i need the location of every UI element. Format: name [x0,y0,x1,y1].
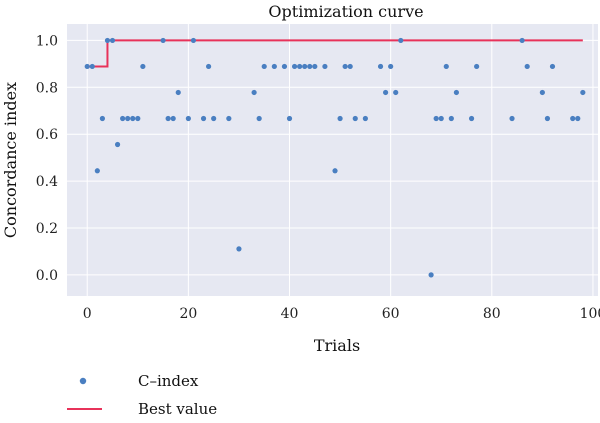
c-index-point [226,115,232,122]
c-index-point [549,63,556,70]
c-index-point [575,115,581,122]
c-index-point [200,115,207,122]
c-index-point [443,63,449,70]
c-index-point [302,63,308,70]
legend: C–index Best value [67,372,217,418]
c-index-point [190,37,197,44]
c-index-point [286,115,293,122]
c-index-point [453,89,459,96]
c-index-point [393,89,399,96]
c-index-point [337,115,343,122]
x-tick-labels: 0 20 40 60 80 100 [83,306,600,322]
c-index-point [271,63,277,70]
c-index-point [125,115,131,122]
y-tick-labels: 0.0 0.2 0.4 0.6 0.8 1.0 [36,33,58,283]
c-index-point [580,89,586,96]
c-index-point [307,63,313,70]
c-index-point [377,63,384,70]
c-index-point [519,37,525,44]
c-index-point [433,115,439,122]
c-index-point [120,115,126,122]
x-tick-label: 0 [83,306,92,322]
c-index-point [99,115,105,122]
y-tick-label: 0.4 [36,174,58,190]
y-tick-label: 1.0 [36,33,58,49]
c-index-point [362,115,368,122]
c-index-point [312,63,318,70]
c-index-point [130,115,136,122]
c-index-point [291,63,298,70]
c-index-point [84,63,90,70]
c-index-point [388,63,394,70]
c-index-point [211,115,217,122]
x-tick-label: 80 [483,306,501,322]
c-index-point [474,63,480,70]
c-index-point [114,141,121,148]
c-index-point [468,115,475,122]
c-index-point [104,37,111,44]
c-index-point [448,115,454,122]
c-index-point [185,115,191,122]
y-tick-label: 0.2 [36,221,58,237]
x-axis-label: Trials [314,336,360,355]
c-index-point [281,63,288,70]
c-index-point [383,89,389,96]
c-index-point [135,115,141,122]
plot-area [67,24,598,296]
c-index-point [347,63,353,70]
c-index-point [251,89,257,96]
c-index-point [94,168,100,174]
c-index-point [89,63,95,70]
c-index-point [160,37,166,44]
c-index-point [175,89,181,96]
c-index-point [428,272,434,278]
y-tick-label: 0.6 [36,127,58,143]
c-index-point [261,63,267,70]
y-tick-label: 0.0 [36,268,58,284]
c-index-point [236,246,242,252]
legend-label-best-value: Best value [138,400,217,418]
c-index-point [438,115,444,122]
c-index-point [544,115,551,122]
c-index-points [84,37,586,278]
y-axis-label: Concordance index [1,82,20,238]
c-index-point [524,63,530,70]
c-index-point [206,63,212,70]
legend-label-c-index: C–index [138,372,199,390]
x-tick-label: 40 [281,306,299,322]
c-index-point [342,63,348,70]
legend-marker-c-index [79,377,87,385]
c-index-point [398,37,404,44]
c-index-point [297,63,303,70]
c-index-point [109,37,116,44]
x-tick-label: 100 [580,306,600,322]
c-index-point [165,115,171,122]
c-index-point [570,115,576,122]
x-tick-label: 20 [179,306,197,322]
c-index-point [332,168,338,174]
c-index-point [509,115,515,122]
c-index-point [170,115,176,122]
c-index-point [256,115,262,122]
x-tick-label: 60 [382,306,400,322]
c-index-point [140,63,146,70]
chart-title: Optimization curve [268,2,423,21]
c-index-point [352,115,358,122]
c-index-point [322,63,328,70]
y-tick-label: 0.8 [36,80,58,96]
c-index-point [539,89,545,96]
